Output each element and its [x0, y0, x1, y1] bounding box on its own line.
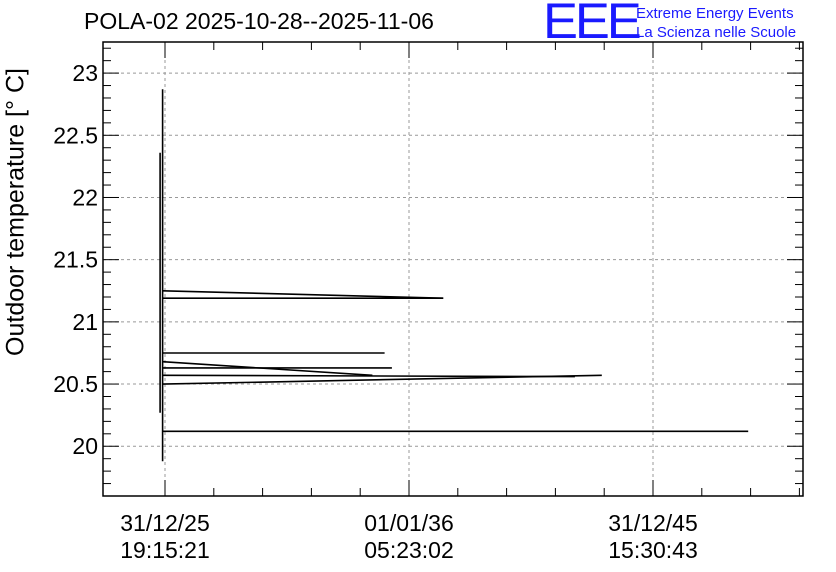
y-tick-label: 21.5	[53, 247, 98, 273]
data-line-segment	[162, 360, 373, 377]
x-tick-label-time: 15:30:43	[608, 537, 698, 563]
data-line-segment	[162, 290, 444, 299]
data-line-segment	[162, 374, 575, 378]
plot-frame	[102, 41, 804, 497]
y-tick-label: 22.5	[53, 122, 98, 148]
y-tick-label: 20	[72, 433, 98, 459]
y-tick-label: 20.5	[53, 371, 98, 397]
logo-line-2: La Scienza nelle Scuole	[636, 24, 797, 41]
x-tick-label-date: 31/12/45	[608, 510, 698, 536]
x-tick-label-date: 31/12/25	[120, 510, 210, 536]
eee-logo: EEE	[543, 0, 642, 49]
y-tick-label: 22	[72, 184, 98, 210]
x-tick-label-time: 19:15:21	[120, 537, 210, 563]
chart-title: POLA-02 2025-10-28--2025-11-06	[84, 8, 434, 34]
x-tick-label-date: 01/01/36	[364, 510, 454, 536]
eee-logo-text: Extreme Energy Events La Scienza nelle S…	[636, 4, 796, 42]
x-tick-label-time: 05:23:02	[364, 537, 454, 563]
y-tick-label: 21	[72, 309, 98, 335]
y-tick-label: 23	[72, 60, 98, 86]
logo-line-1: Extreme Energy Events	[636, 5, 794, 22]
